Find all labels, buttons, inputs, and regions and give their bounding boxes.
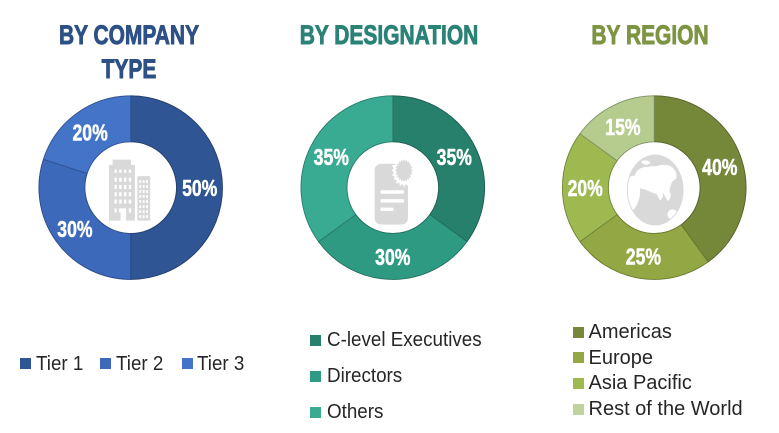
svg-text:35%: 35% <box>314 145 349 171</box>
svg-text:35%: 35% <box>437 145 472 171</box>
svg-text:15%: 15% <box>605 114 640 140</box>
svg-text:30%: 30% <box>57 216 92 242</box>
svg-text:30%: 30% <box>375 245 410 271</box>
svg-text:50%: 50% <box>182 176 217 202</box>
svg-text:20%: 20% <box>568 176 603 202</box>
svg-text:25%: 25% <box>626 244 661 270</box>
svg-text:20%: 20% <box>72 120 107 146</box>
svg-text:40%: 40% <box>702 155 737 181</box>
